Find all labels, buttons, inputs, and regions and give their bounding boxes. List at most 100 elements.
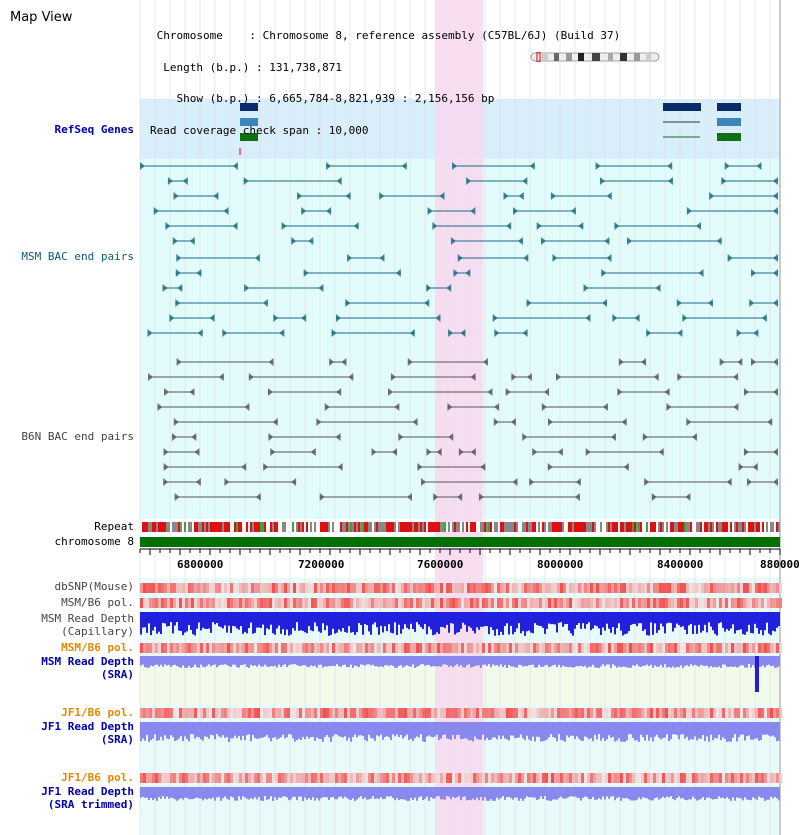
b6n-bac-pair-end	[726, 478, 732, 486]
msm-pol-sra-heat	[722, 643, 725, 653]
selection-highlight	[435, 0, 483, 835]
jf1-pol-trim-heat	[569, 773, 572, 783]
track-label-msm-b6-pol-1[interactable]: MSM/B6 pol.	[61, 596, 134, 609]
jf1-pol-trim-heat	[434, 773, 437, 783]
msm-capillary-depth	[212, 612, 214, 623]
dbsnp-heat	[326, 583, 329, 593]
msm-pol-sra-heat	[191, 643, 194, 653]
dbsnp-heat	[533, 583, 536, 593]
jf1-pol-heat	[194, 708, 197, 718]
msm-sra-depth	[562, 656, 564, 666]
msm-sra-depth	[580, 656, 582, 666]
jf1-sra-depth	[228, 722, 230, 742]
msm-capillary-depth	[536, 612, 538, 626]
msm-sra-depth	[772, 656, 774, 666]
jf1-pol-trim-heat	[179, 773, 182, 783]
msm-capillary-depth	[338, 612, 340, 630]
msm-pol-sra-heat	[548, 643, 551, 653]
msm-capillary-depth	[486, 612, 488, 627]
track-label-jf1-depth-sra[interactable]: JF1 Read Depth	[41, 720, 134, 733]
jf1-pol-heat	[623, 708, 626, 718]
jf1-pol-trim-heat	[419, 773, 422, 783]
jf1-sra-depth	[548, 722, 550, 738]
msm-capillary-depth	[736, 612, 738, 631]
jf1-trim-depth	[260, 787, 262, 801]
msm-bac-pair-end	[140, 162, 146, 170]
msm-sra-depth	[518, 656, 520, 665]
track-label-jf1-b6-pol-1[interactable]: JF1/B6 pol.	[61, 706, 134, 719]
msm-capillary-depth	[588, 612, 590, 623]
jf1-trim-depth	[762, 787, 764, 798]
jf1-pol-heat	[692, 708, 695, 718]
dbsnp-heat	[287, 583, 290, 593]
repeat-bar	[606, 522, 608, 532]
b6n-bac-pair-end	[557, 448, 563, 456]
jf1-pol-trim-heat	[662, 773, 665, 783]
dbsnp-heat	[221, 583, 224, 593]
msm-capillary-depth	[572, 612, 574, 636]
msm-capillary-depth	[380, 612, 382, 626]
msm-pol-heat	[719, 598, 722, 608]
repeat-bar	[314, 522, 316, 532]
dbsnp-heat	[629, 583, 632, 593]
repeat-bar	[334, 522, 336, 532]
repeat-bar	[554, 522, 556, 532]
repeat-bar	[614, 522, 616, 532]
dbsnp-heat	[665, 583, 668, 593]
b6n-bac-pair-end	[602, 403, 608, 411]
repeat-bar	[550, 522, 552, 532]
dbsnp-heat	[185, 583, 188, 593]
msm-capillary-depth	[636, 612, 638, 627]
repeat-bar	[752, 522, 754, 532]
jf1-pol-trim-heat	[410, 773, 413, 783]
jf1-trim-depth	[774, 787, 776, 797]
repeat-bar	[630, 522, 632, 532]
repeat-bar	[274, 522, 276, 532]
track-label-msm-depth-sra[interactable]: MSM Read Depth	[41, 655, 134, 668]
repeat-bar	[192, 522, 194, 532]
msm-sra-depth	[538, 656, 540, 665]
dbsnp-heat	[620, 583, 623, 593]
msm-pol-heat	[566, 598, 569, 608]
track-label-msm-bac[interactable]: MSM BAC end pairs	[21, 250, 134, 263]
dbsnp-heat	[335, 583, 338, 593]
repeat-bar	[412, 522, 414, 532]
dbsnp-heat	[233, 583, 236, 593]
jf1-pol-heat	[206, 708, 209, 718]
dbsnp-heat	[428, 583, 431, 593]
msm-pol-sra-heat	[554, 643, 557, 653]
dbsnp-heat	[617, 583, 620, 593]
track-label-msm-depth-capillary[interactable]: MSM Read Depth	[41, 612, 134, 625]
track-label-jf1-b6-pol-2[interactable]: JF1/B6 pol.	[61, 771, 134, 784]
msm-pol-sra-heat	[566, 643, 569, 653]
track-label-msm-b6-pol-2[interactable]: MSM/B6 pol.	[61, 641, 134, 654]
track-label-b6n-bac[interactable]: B6N BAC end pairs	[21, 430, 134, 443]
msm-bac-pair-end	[470, 207, 476, 215]
track-label-dbsnp[interactable]: dbSNP(Mouse)	[54, 580, 134, 593]
track-label-refseq-genes[interactable]: RefSeq Genes	[54, 123, 134, 136]
msm-capillary-depth	[502, 612, 504, 635]
chromosome-ideogram[interactable]	[530, 52, 660, 62]
repeat-bar	[474, 522, 476, 532]
repeat-bar	[484, 522, 486, 532]
jf1-pol-heat	[527, 708, 530, 718]
msm-capillary-depth	[424, 612, 426, 625]
jf1-pol-trim-heat	[470, 773, 473, 783]
track-label-chromosome: chromosome 8	[54, 535, 134, 548]
b6n-bac-pair-end	[685, 493, 691, 501]
jf1-pol-heat	[272, 708, 275, 718]
track-label-repeat: Repeat	[94, 520, 134, 533]
jf1-sra-depth	[696, 722, 698, 741]
repeat-bar	[774, 522, 776, 532]
jf1-pol-heat	[632, 708, 635, 718]
jf1-sra-depth	[420, 722, 422, 735]
msm-pol-sra-heat	[530, 643, 533, 653]
track-label-jf1-depth-trimmed[interactable]: JF1 Read Depth	[41, 785, 134, 798]
repeat-bar	[256, 522, 258, 532]
jf1-pol-heat	[200, 708, 203, 718]
msm-bac-pair-end	[773, 192, 778, 200]
msm-bac-pair-end	[279, 329, 285, 337]
jf1-trim-depth	[222, 787, 224, 799]
msm-pol-sra-heat	[644, 643, 647, 653]
